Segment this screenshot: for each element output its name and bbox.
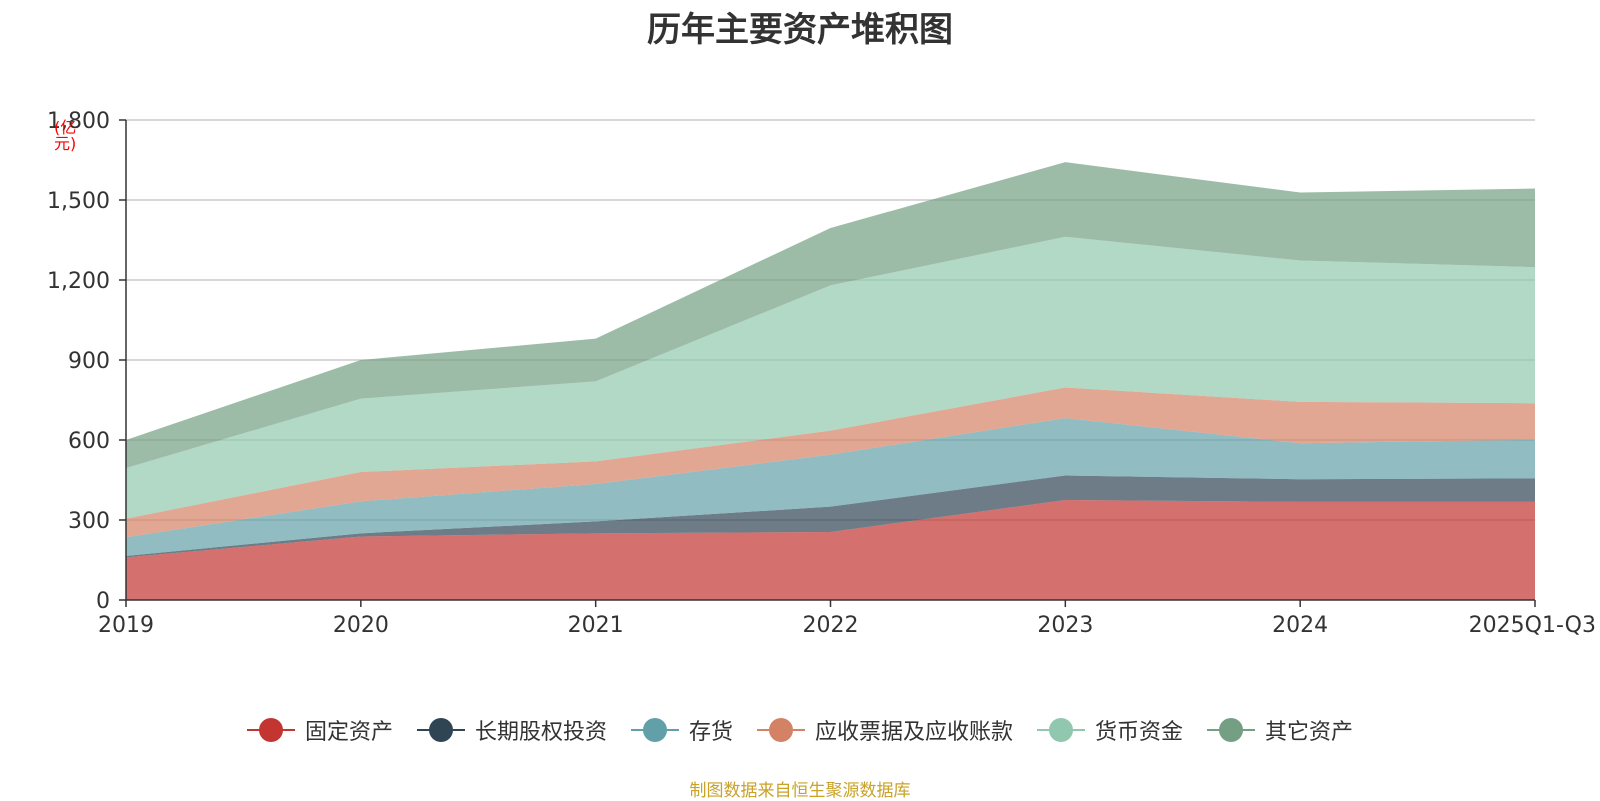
legend-item[interactable]: 货币资金	[1037, 714, 1183, 746]
legend-item[interactable]: 应收票据及应收账款	[757, 714, 1013, 746]
legend-item[interactable]: 其它资产	[1207, 714, 1353, 746]
x-axis-ticks: 2019 2020 2021 2022 2023 2024 2025Q1-Q3	[98, 613, 1596, 638]
area-series	[126, 162, 1535, 600]
x-tick-label: 2024	[1272, 613, 1328, 638]
x-tick-label: 2022	[803, 613, 859, 638]
legend-marker	[246, 718, 295, 742]
y-tick-label: 1,500	[47, 189, 110, 214]
legend-marker	[757, 718, 805, 742]
y-tick-label: 1,200	[47, 269, 110, 294]
x-tick-label: 2021	[568, 613, 624, 638]
legend-item[interactable]: 固定资产	[246, 714, 393, 746]
legend-label: 货币资金	[1095, 720, 1184, 745]
legend-marker	[1037, 718, 1086, 742]
legend-marker	[1207, 718, 1256, 742]
x-tick-label: 2025Q1-Q3	[1469, 613, 1596, 638]
y-tick-label: 900	[68, 349, 110, 374]
legend-marker	[416, 718, 465, 742]
axes	[119, 119, 1536, 607]
data-source-note: 制图数据来自恒生聚源数据库	[689, 781, 911, 801]
x-tick-label: 2020	[333, 613, 389, 638]
y-axis-unit-label: (亿元)	[54, 118, 77, 153]
area-5	[126, 236, 1535, 519]
chart-title: 历年主要资产堆积图	[647, 10, 953, 50]
legend-label: 其它资产	[1265, 720, 1354, 745]
legend-label: 应收票据及应收账款	[815, 720, 1014, 745]
legend-marker	[630, 718, 679, 742]
legend-item[interactable]: 存货	[630, 714, 733, 746]
area-6	[126, 162, 1535, 468]
y-tick-label: 600	[68, 429, 110, 454]
area-1	[126, 500, 1535, 600]
x-tick-label: 2023	[1037, 613, 1093, 638]
legend-label: 存货	[688, 720, 733, 745]
y-axis-ticks: 0 300 600 900 1,200 1,500 1,800	[47, 109, 110, 614]
x-tick-label: 2019	[98, 613, 154, 638]
legend: 固定资产 长期股权投资 存货 应收票据及应收账款 货币资金 其它资产	[0, 714, 1600, 746]
area-2	[126, 475, 1535, 558]
legend-item[interactable]: 长期股权投资	[416, 714, 607, 746]
area-4	[126, 387, 1535, 538]
area-3	[126, 418, 1535, 556]
y-tick-label: 300	[68, 509, 110, 534]
y-tick-label: 0	[96, 589, 110, 614]
legend-label: 固定资产	[304, 720, 393, 745]
legend-label: 长期股权投资	[474, 720, 607, 745]
y-tick-label: 1,800	[47, 109, 110, 134]
